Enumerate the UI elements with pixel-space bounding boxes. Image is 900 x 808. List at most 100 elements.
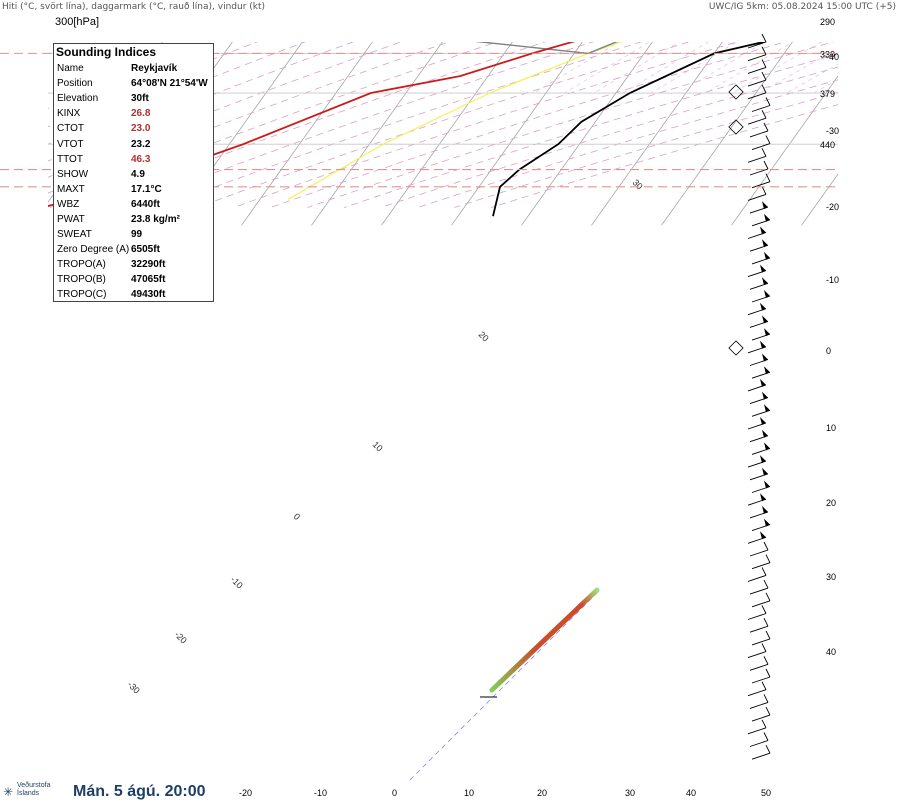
wind-barb-feather bbox=[761, 59, 767, 68]
indices-key: SWEAT bbox=[57, 229, 92, 241]
parcel-moist-adiabat bbox=[287, 42, 623, 200]
indices-value: 99 bbox=[131, 229, 143, 241]
wind-barb bbox=[747, 493, 767, 506]
wind-barb-pennant bbox=[762, 277, 768, 286]
wind-barb bbox=[747, 681, 767, 697]
wind-barb-pennant bbox=[762, 391, 768, 400]
dry-adiabat-line bbox=[454, 91, 838, 208]
indices-row: Position 64°08'N 21°54'W bbox=[57, 76, 208, 91]
indices-row: MAXT 17.1°C bbox=[57, 182, 208, 197]
wind-barb-feather bbox=[761, 643, 767, 652]
dry-adiabat-line bbox=[48, 42, 258, 128]
wind-barb-feather bbox=[761, 567, 767, 576]
moist-adiabat-line bbox=[732, 42, 822, 94]
moist-adiabat-line bbox=[622, 42, 709, 94]
wind-barb-feather bbox=[765, 630, 771, 640]
wind-barb-staff bbox=[749, 625, 769, 633]
wind-barb-staff bbox=[749, 740, 769, 747]
logo-line-2: Íslands bbox=[17, 790, 40, 797]
bottom-temp-label: -20 bbox=[239, 788, 252, 798]
wind-barb-pennant bbox=[760, 302, 766, 311]
wind-barb-pennant bbox=[762, 429, 768, 438]
model-run-label: UWC/IG 5km: 05.08.2024 15:00 UTC (+5) bbox=[708, 2, 896, 12]
wind-barb-feather bbox=[765, 668, 771, 678]
wind-barb bbox=[749, 201, 769, 214]
bottom-temp-label: 50 bbox=[761, 788, 771, 798]
right-temp-label: 0 bbox=[826, 346, 831, 356]
right-temp-label: -30 bbox=[826, 126, 839, 136]
indices-key: KINX bbox=[57, 108, 81, 120]
wind-barb-feather bbox=[765, 173, 771, 182]
wind-barb-pennant bbox=[762, 353, 768, 362]
wind-barbs bbox=[728, 33, 771, 760]
wind-barb bbox=[747, 643, 767, 659]
right-temp-label: 20 bbox=[826, 498, 836, 508]
wind-barb bbox=[749, 429, 769, 443]
moist-adiabat-line bbox=[786, 63, 838, 94]
indices-row: Elevation 30ft bbox=[57, 91, 208, 106]
indices-row: PWAT 23.8 kg/m² bbox=[57, 212, 208, 227]
indices-value: 46.3 bbox=[131, 153, 151, 165]
wind-barb-pennant bbox=[764, 328, 770, 337]
indices-value: 23.8 kg/m² bbox=[131, 213, 180, 225]
indices-key: TROPO(A) bbox=[57, 259, 106, 271]
wind-barb-staff bbox=[751, 105, 771, 112]
isotherm-label: 30 bbox=[631, 177, 645, 191]
moist-adiabat-line bbox=[868, 0, 900, 93]
wind-barb-pennant bbox=[764, 442, 770, 451]
wind-barb bbox=[747, 455, 767, 468]
isotherm-line bbox=[801, 173, 838, 226]
wind-barb-feather bbox=[761, 681, 767, 690]
wind-barb-feather bbox=[761, 33, 767, 43]
wind-barb bbox=[749, 391, 769, 405]
height-label: 440 bbox=[820, 140, 835, 150]
wind-barb-staff bbox=[751, 562, 771, 570]
isotherm-line bbox=[311, 42, 443, 226]
wind-barb bbox=[751, 328, 771, 341]
dry-adiabat-line bbox=[380, 66, 838, 208]
wind-barb bbox=[749, 467, 769, 481]
indices-key: VTOT bbox=[57, 138, 84, 150]
lcl-guide-line bbox=[409, 589, 601, 781]
isotherm-line bbox=[731, 75, 838, 226]
wind-barb-staff bbox=[747, 613, 767, 620]
wind-barb bbox=[751, 592, 771, 608]
wind-barb bbox=[751, 251, 771, 265]
indices-key: Zero Degree (A) bbox=[57, 244, 130, 256]
logo-line-1: Veðurstofa bbox=[17, 782, 51, 789]
wind-barb bbox=[747, 84, 767, 100]
wind-barb-feather bbox=[765, 706, 771, 716]
indices-value: 23.2 bbox=[131, 138, 151, 150]
vedurstofa-logo-icon: ✳ bbox=[3, 785, 14, 799]
wind-barb-staff bbox=[749, 701, 769, 709]
level-marker bbox=[728, 340, 744, 356]
wind-barb-feather bbox=[761, 46, 767, 55]
wind-barb bbox=[751, 173, 771, 189]
right-temp-label: 10 bbox=[826, 423, 836, 433]
dry-adiabat-line bbox=[270, 42, 787, 208]
wind-barb-staff bbox=[747, 66, 767, 74]
wind-barb-staff bbox=[749, 549, 769, 557]
moist-adiabat-line bbox=[533, 42, 620, 94]
indices-key: TROPO(B) bbox=[57, 274, 106, 286]
wind-barb bbox=[747, 605, 767, 620]
isotherm-line bbox=[171, 42, 303, 226]
wind-barb-staff bbox=[751, 181, 771, 189]
indices-row: TROPO(A) 32290ft bbox=[57, 257, 208, 272]
indices-row: WBZ 6440ft bbox=[57, 197, 208, 212]
indices-value: 64°08'N 21°54'W bbox=[131, 78, 208, 90]
indices-key: MAXT bbox=[57, 183, 85, 195]
wind-barb-feather bbox=[763, 732, 769, 741]
bottom-temp-label: 40 bbox=[686, 788, 696, 798]
isotherm-line bbox=[381, 42, 513, 226]
dry-adiabat-line bbox=[307, 42, 835, 208]
chart-caption: Hiti (°C, svört lína), daggarmark (°C, r… bbox=[2, 2, 266, 12]
wind-barb-feather bbox=[763, 694, 769, 703]
wind-barb-staff bbox=[751, 714, 771, 722]
indices-value: 32290ft bbox=[131, 259, 166, 271]
wind-barb-feather bbox=[761, 719, 767, 729]
wind-barb-pennant bbox=[760, 340, 766, 349]
indices-value: 6505ft bbox=[131, 244, 160, 256]
wind-barb bbox=[751, 404, 771, 417]
wind-barb bbox=[749, 315, 769, 328]
